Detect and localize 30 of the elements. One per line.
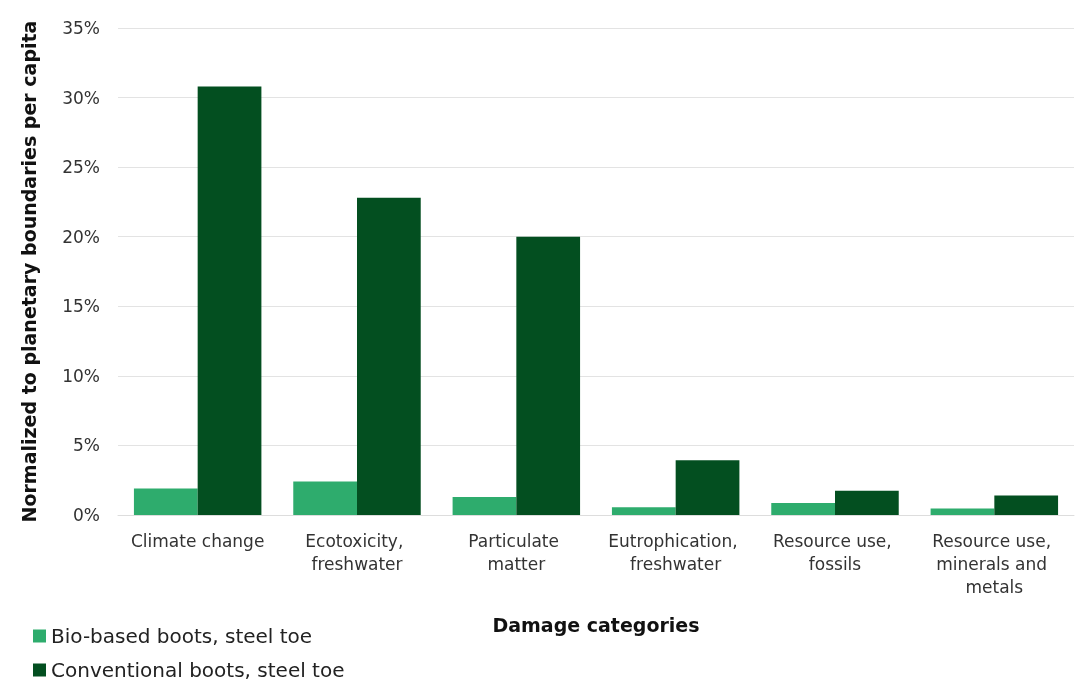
- legend-label: Bio-based boots, steel toe: [51, 624, 313, 648]
- bar: [452, 496, 517, 515]
- y-tick-label: 15%: [62, 296, 100, 317]
- x-tick-label: Climate change: [130, 530, 265, 551]
- bar: [133, 488, 198, 515]
- bar: [357, 197, 421, 515]
- y-tick-label: 10%: [62, 365, 100, 386]
- bar: [197, 86, 262, 515]
- y-tick-label: 5%: [73, 435, 100, 456]
- bar: [930, 508, 995, 515]
- bar: [293, 481, 357, 515]
- y-tick-label: 35%: [62, 18, 100, 38]
- y-tick-label: 30%: [62, 87, 100, 108]
- y-tick-label: 0%: [73, 505, 100, 525]
- y-tick-label: 25%: [62, 157, 100, 178]
- bar: [771, 503, 835, 515]
- x-tick-label: Ecotoxicity, freshwater: [305, 530, 409, 574]
- bar: [611, 507, 676, 515]
- bar: [994, 495, 1059, 515]
- x-tick-label: Resource use, minerals and metals: [932, 530, 1057, 597]
- bar: [675, 460, 740, 515]
- x-tick-label: Eutrophication, freshwater: [608, 530, 743, 574]
- bar: [516, 236, 581, 515]
- legend-label: Conventional boots, steel toe: [51, 658, 345, 682]
- x-tick-label: Particulate matter: [468, 530, 565, 574]
- x-axis-title: Damage categories: [492, 613, 700, 636]
- y-axis-title: Normalized to planetary boundaries per capita: [17, 20, 40, 523]
- x-tick-label: Resource use, fossils: [772, 530, 898, 574]
- y-tick-label: 20%: [62, 226, 100, 247]
- bar: [835, 490, 899, 515]
